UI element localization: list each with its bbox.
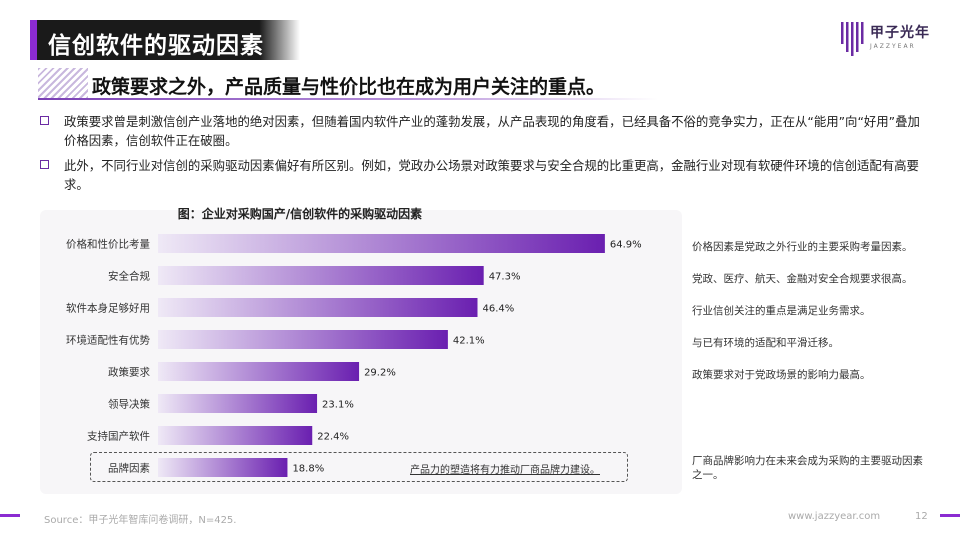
chart-title: 图：企业对采购国产/信创软件的采购驱动因素 bbox=[177, 207, 423, 221]
bullet-list: 政策要求曾是刺激信创产业落地的绝对因素，但随着国内软件产业的蓬勃发展，从产品表现… bbox=[40, 112, 930, 200]
note-item: 与已有环境的适配和平滑迁移。 bbox=[692, 337, 839, 349]
bullet-square-icon bbox=[40, 160, 49, 169]
page-number: 12 bbox=[915, 511, 928, 522]
logo: 甲子光年 JAZZYEAR bbox=[840, 18, 940, 58]
page-title: 信创软件的驱动因素 bbox=[48, 33, 264, 59]
note-item: 党政、医疗、航天、金融对安全合规要求很高。 bbox=[692, 273, 913, 285]
value-label: 42.1% bbox=[453, 336, 485, 347]
category-label: 领导决策 bbox=[108, 398, 150, 411]
category-label: 价格和性价比考量 bbox=[66, 238, 150, 251]
logo-subtitle: JAZZYEAR bbox=[870, 43, 916, 50]
bar bbox=[158, 458, 288, 477]
brand-factor-highlight-box bbox=[90, 452, 628, 482]
bar bbox=[158, 330, 448, 349]
category-label: 软件本身足够好用 bbox=[66, 302, 150, 315]
bullet-text: 此外，不同行业对信创的采购驱动因素偏好有所区别。例如，党政办公场景对政策要求与安… bbox=[64, 158, 919, 192]
subtitle-underline bbox=[38, 98, 658, 100]
bar bbox=[158, 234, 605, 253]
value-label: 46.4% bbox=[482, 304, 514, 315]
value-label: 64.9% bbox=[610, 240, 642, 251]
bar bbox=[158, 266, 484, 285]
category-label: 支持国产软件 bbox=[87, 430, 150, 443]
title-accent bbox=[30, 20, 37, 60]
category-label: 安全合规 bbox=[108, 270, 150, 283]
value-label: 47.3% bbox=[489, 272, 521, 283]
chart-panel bbox=[40, 210, 682, 494]
logo-name: 甲子光年 bbox=[870, 25, 930, 41]
value-label: 29.2% bbox=[364, 368, 396, 379]
logo-icon bbox=[841, 22, 864, 56]
bullet-square-icon bbox=[40, 116, 49, 125]
category-label: 政策要求 bbox=[108, 366, 150, 379]
bar-chart: 价格和性价比考量 64.9% 安全合规 47.3% 软件本身足够好用 46.4% 环境适配性… bbox=[66, 234, 642, 477]
bar bbox=[158, 394, 318, 413]
title-bar bbox=[30, 20, 300, 60]
note-item: 厂商品牌影响力在未来会成为采购的主要驱动因素之一。 bbox=[692, 455, 923, 481]
bullet-item: 此外，不同行业对信创的采购驱动因素偏好有所区别。例如，党政办公场景对政策要求与安… bbox=[40, 156, 930, 194]
note-item: 价格因素是党政之外行业的主要采购考量因素。 bbox=[692, 241, 913, 253]
bar bbox=[158, 426, 313, 445]
bullet-item: 政策要求曾是刺激信创产业落地的绝对因素，但随着国内软件产业的蓬勃发展，从产品表现… bbox=[40, 112, 930, 150]
chart-annotation: 产品力的塑造将有力推动厂商品牌力建设。 bbox=[410, 465, 600, 476]
source-note: Source：甲子光年智库问卷调研，N=425. bbox=[44, 515, 237, 526]
footer-accent-right bbox=[940, 514, 960, 517]
bar bbox=[158, 362, 360, 381]
subtitle: 政策要求之外，产品质量与性价比也在成为用户关注的重点。 bbox=[92, 76, 606, 98]
category-label: 环境适配性有优势 bbox=[66, 334, 150, 347]
category-label: 品牌因素 bbox=[108, 462, 150, 475]
bullet-text: 政策要求曾是刺激信创产业落地的绝对因素，但随着国内软件产业的蓬勃发展，从产品表现… bbox=[64, 114, 920, 148]
subtitle-decoration bbox=[38, 68, 88, 98]
value-label: 23.1% bbox=[322, 400, 354, 411]
note-item: 政策要求对于党政场景的影响力最高。 bbox=[692, 369, 871, 381]
footer-accent-left bbox=[0, 514, 20, 517]
bar bbox=[158, 298, 478, 317]
value-label: 22.4% bbox=[317, 432, 349, 443]
note-item: 行业信创关注的重点是满足业务需求。 bbox=[692, 305, 871, 317]
value-label: 18.8% bbox=[292, 464, 324, 475]
website-url: www.jazzyear.com bbox=[788, 511, 881, 522]
